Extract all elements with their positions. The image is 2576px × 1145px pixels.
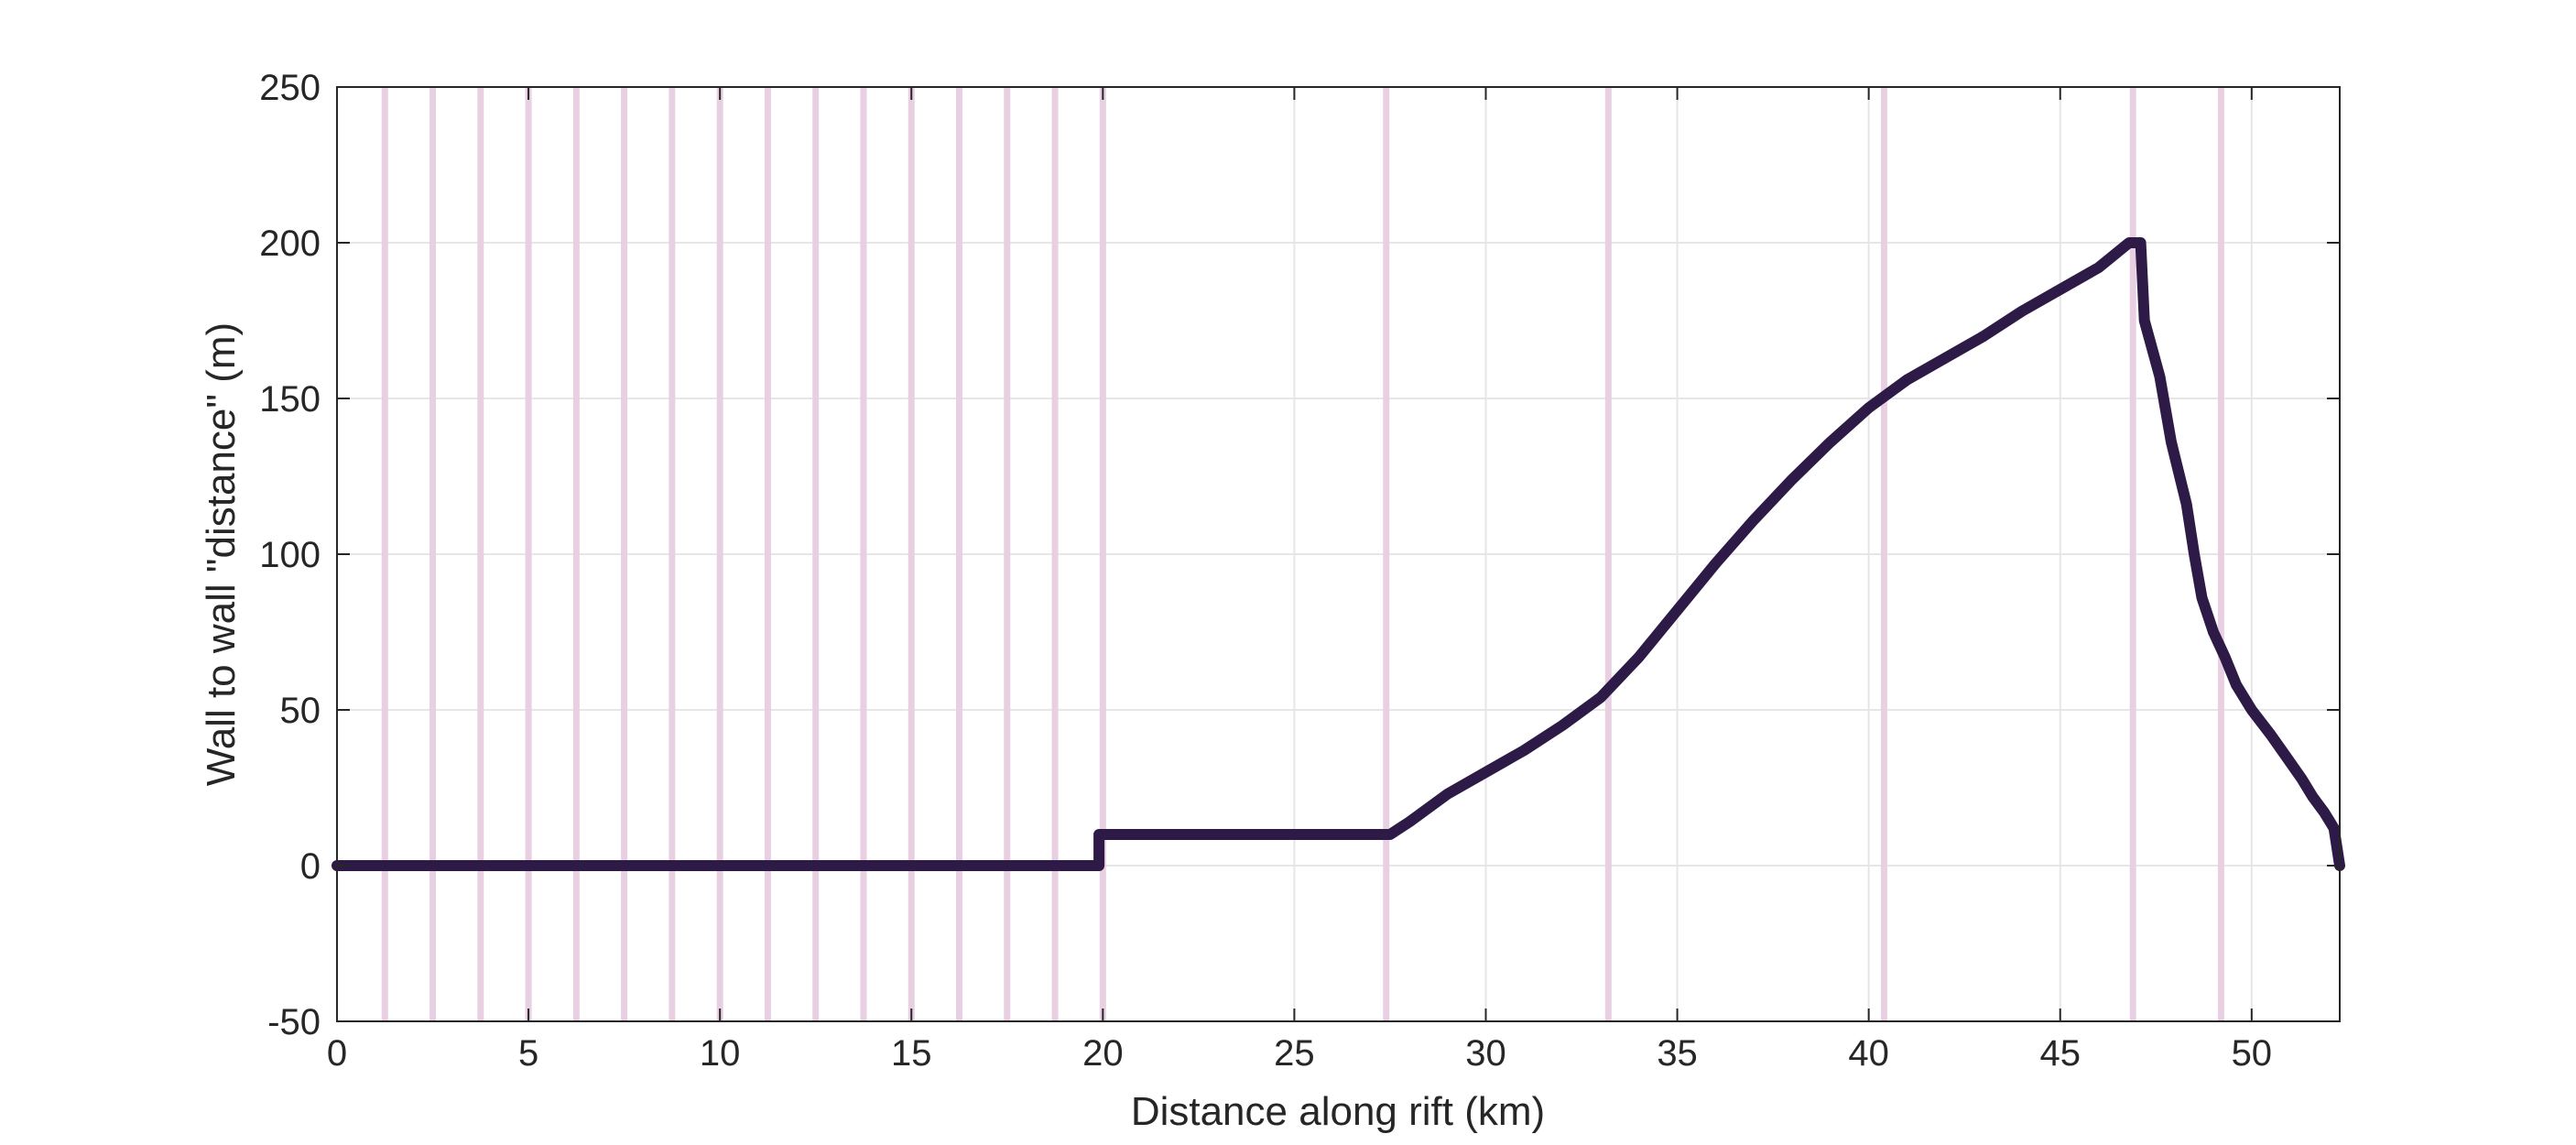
x-tick-label-5: 25	[1274, 1033, 1315, 1074]
x-tick-label-4: 20	[1082, 1033, 1124, 1074]
x-tick-label-6: 30	[1465, 1033, 1506, 1074]
x-tick-label-7: 35	[1657, 1033, 1698, 1074]
x-tick-label-8: 40	[1848, 1033, 1889, 1074]
y-tick-label-0: -50	[267, 1002, 321, 1042]
y-axis-title: Wall to wall "distance" (m)	[199, 322, 244, 786]
y-tick-label-3: 100	[259, 535, 321, 575]
y-tick-label-1: 0	[300, 846, 321, 887]
x-tick-label-2: 10	[700, 1033, 741, 1074]
x-tick-label-10: 50	[2232, 1033, 2273, 1074]
axis-ticks	[336, 86, 2340, 1022]
x-tick-label-1: 5	[518, 1033, 538, 1074]
y-tick-label-6: 250	[259, 68, 321, 108]
data-series	[332, 237, 2345, 871]
x-tick-label-0: 0	[327, 1033, 347, 1074]
x-tick-label-3: 15	[891, 1033, 932, 1074]
y-tick-label-4: 150	[259, 379, 321, 420]
y-tick-label-5: 200	[259, 224, 321, 264]
y-tick-label-2: 50	[280, 691, 321, 731]
x-tick-label-9: 45	[2039, 1033, 2081, 1074]
series-line-0	[332, 237, 2345, 871]
x-axis-title: Distance along rift (km)	[1131, 1089, 1545, 1134]
